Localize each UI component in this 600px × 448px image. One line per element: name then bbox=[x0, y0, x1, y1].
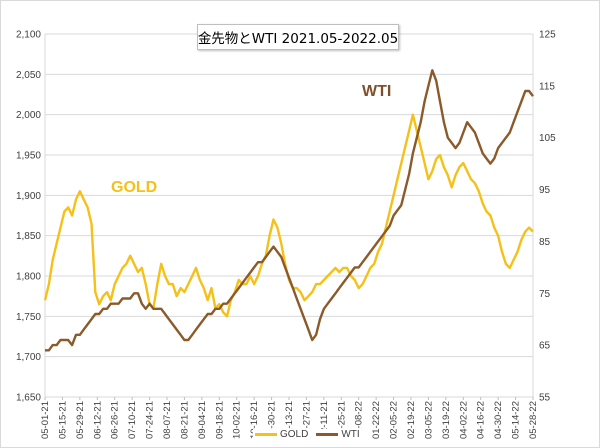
x-tick-label: 11-27-21 bbox=[301, 401, 312, 438]
x-tick-label: 07-24-21 bbox=[145, 401, 156, 439]
x-tick-label: 11-13-21 bbox=[284, 401, 295, 438]
right-tick-label: 55 bbox=[539, 393, 551, 404]
wti-series-line bbox=[45, 69, 534, 352]
right-tick-label: 65 bbox=[539, 341, 551, 352]
gold-series-label: GOLD bbox=[111, 179, 158, 196]
x-tick-label: 10-02-21 bbox=[232, 401, 243, 439]
right-tick-label: 115 bbox=[539, 81, 555, 92]
x-tick-label: 12-25-21 bbox=[336, 401, 347, 439]
left-tick-label: 1,800 bbox=[16, 272, 41, 283]
x-tick-label: 02-05-22 bbox=[389, 401, 400, 439]
left-tick-label: 2,100 bbox=[16, 30, 41, 41]
x-tick-label: 05-29-21 bbox=[75, 401, 86, 439]
series-layer bbox=[43, 69, 534, 352]
x-tick-label: 10-30-21 bbox=[267, 401, 278, 439]
x-tick-label: 03-05-22 bbox=[423, 401, 434, 439]
x-tick-label: 01-22-22 bbox=[371, 401, 382, 439]
legend-item-wti: WTI bbox=[316, 429, 360, 440]
chart-title: 金先物とWTI 2021.05-2022.05 bbox=[197, 24, 399, 50]
x-tick-label: 05-28-22 bbox=[528, 401, 539, 439]
legend: GOLD WTI bbox=[253, 429, 362, 440]
x-tick-label: 10-16-21 bbox=[249, 401, 260, 439]
x-tick-label: 05-15-21 bbox=[57, 401, 68, 439]
right-axis-labels: 55 65 75 85 95 105 115 125 bbox=[539, 30, 556, 404]
right-tick-label: 125 bbox=[539, 30, 556, 41]
x-tick-label: 09-18-21 bbox=[214, 401, 225, 439]
x-tick-label: 04-16-22 bbox=[476, 401, 487, 439]
right-tick-label: 105 bbox=[539, 133, 556, 144]
x-tick-label: 08-21-21 bbox=[179, 401, 190, 439]
right-tick-label: 85 bbox=[539, 237, 551, 248]
legend-label-gold: GOLD bbox=[280, 429, 309, 440]
wti-series-label: WTI bbox=[362, 83, 392, 100]
grid-layer bbox=[44, 33, 534, 398]
left-tick-label: 1,850 bbox=[16, 231, 41, 242]
legend-swatch-wti bbox=[316, 433, 339, 436]
left-tick-label: 1,900 bbox=[16, 191, 41, 202]
left-tick-label: 1,950 bbox=[16, 151, 41, 162]
right-tick-label: 95 bbox=[539, 185, 551, 196]
x-tick-label: 05-14-22 bbox=[511, 401, 522, 439]
x-tick-label: 09-04-21 bbox=[197, 401, 208, 439]
x-tick-label: 04-02-22 bbox=[458, 401, 469, 439]
x-tick-label: 06-12-21 bbox=[92, 401, 103, 439]
x-tick-label: 04-30-22 bbox=[493, 401, 504, 439]
legend-label-wti: WTI bbox=[341, 429, 360, 440]
left-tick-label: 2,050 bbox=[16, 70, 41, 81]
legend-swatch-gold bbox=[255, 433, 277, 436]
x-tick-label: 02-19-22 bbox=[406, 401, 417, 439]
gold-series-line bbox=[43, 113, 534, 318]
x-axis-labels: 05-01-21 05-15-21 05-29-21 06-12-21 06-26-21… bbox=[40, 397, 539, 439]
left-tick-label: 2,000 bbox=[16, 110, 41, 121]
left-tick-label: 1,650 bbox=[16, 393, 41, 404]
left-tick-label: 1,700 bbox=[16, 352, 41, 363]
right-tick-label: 75 bbox=[539, 289, 551, 300]
x-tick-label: 01-08-22 bbox=[354, 401, 365, 439]
x-tick-label: 07-10-21 bbox=[127, 401, 138, 439]
x-tick-label: 12-11-21 bbox=[319, 401, 330, 438]
x-tick-label: 08-07-21 bbox=[162, 401, 173, 439]
x-tick-label: 05-01-21 bbox=[40, 401, 51, 439]
left-tick-label: 1,750 bbox=[16, 312, 41, 323]
x-tick-label: 03-19-22 bbox=[441, 401, 452, 439]
legend-item-gold: GOLD bbox=[255, 429, 308, 440]
left-axis-labels: 1,650 1,700 1,750 1,800 1,850 1,900 1,950 2,000… bbox=[16, 30, 41, 404]
x-tick-label: 06-26-21 bbox=[110, 401, 121, 439]
